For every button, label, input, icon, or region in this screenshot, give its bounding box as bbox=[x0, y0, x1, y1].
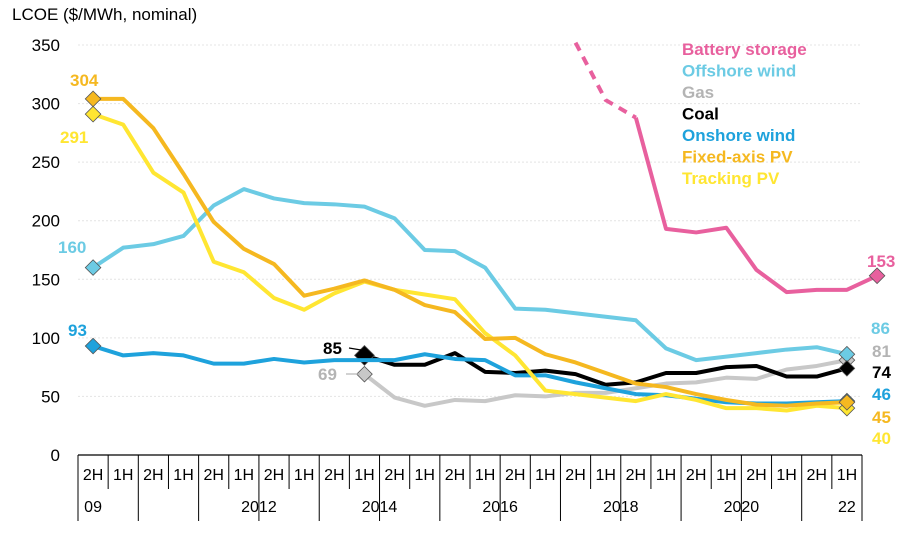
x-tick-label: 1H bbox=[294, 467, 314, 484]
y-tick-label: 300 bbox=[32, 95, 60, 114]
x-axis: 2H 1H 2H 1H 2H 1H 2H 1H 2H 1H 2H 1H 2H 1H 2H 1H 2H 1H 2H 1H… bbox=[77, 454, 863, 521]
x-tick-label: 2H bbox=[83, 467, 103, 484]
start-marker-tracking-pv bbox=[84, 105, 102, 123]
y-tick-label: 150 bbox=[32, 270, 60, 289]
y-tick-label: 0 bbox=[51, 446, 60, 465]
series-lines bbox=[84, 41, 886, 417]
y-tick-label: 100 bbox=[32, 329, 60, 348]
start-label-tracking-pv: 291 bbox=[60, 128, 88, 147]
end-marker-coal bbox=[838, 359, 856, 377]
end-label-onshore-wind: 46 bbox=[872, 385, 891, 404]
legend-entry-offshore-wind: Offshore wind bbox=[682, 62, 796, 81]
x-year-label: 09 bbox=[84, 499, 102, 516]
x-year-label: 2012 bbox=[241, 499, 277, 516]
x-tick-label: 1H bbox=[113, 467, 133, 484]
x-tick-label: 2H bbox=[686, 467, 706, 484]
legend-entry-coal: Coal bbox=[682, 105, 719, 124]
x-tick-label: 1H bbox=[716, 467, 736, 484]
y-axis-ticks: 0 50 100 150 200 250 300 350 bbox=[32, 36, 60, 465]
gridlines bbox=[78, 44, 862, 397]
y-tick-label: 50 bbox=[41, 387, 60, 406]
start-label-onshore-wind: 93 bbox=[68, 321, 87, 340]
x-tick-label: 2H bbox=[324, 467, 344, 484]
legend-entry-battery-storage: Battery storage bbox=[682, 40, 807, 59]
end-marker-battery-storage bbox=[868, 267, 886, 285]
start-marker-gas bbox=[356, 365, 373, 383]
x-tick-label: 2H bbox=[807, 467, 827, 484]
series-line-offshore-wind bbox=[91, 187, 848, 363]
start-label-fixed-axis-pv: 304 bbox=[70, 71, 99, 90]
end-label-offshore-wind: 86 bbox=[871, 319, 890, 338]
x-tick-label: 1H bbox=[475, 467, 495, 484]
end-label-gas: 81 bbox=[872, 342, 891, 361]
series-line-gas bbox=[363, 358, 848, 408]
x-tick-label: 2H bbox=[746, 467, 766, 484]
legend-entry-fixed-axis-pv: Fixed-axis PV bbox=[682, 148, 793, 167]
series-line-fixed-axis-pv bbox=[93, 96, 848, 408]
x-tick-label: 2H bbox=[626, 467, 646, 484]
start-label-offshore-wind: 160 bbox=[58, 238, 86, 257]
x-tick-label: 1H bbox=[656, 467, 676, 484]
end-marker-fixed-axis-pv bbox=[838, 393, 856, 411]
x-tick-label: 2H bbox=[264, 467, 284, 484]
x-tick-label: 1H bbox=[173, 467, 193, 484]
end-label-battery-storage: 153 bbox=[867, 252, 895, 271]
x-tick-label: 2H bbox=[384, 467, 404, 484]
x-tick-label: 2H bbox=[505, 467, 525, 484]
end-label-fixed-axis-pv: 45 bbox=[872, 408, 891, 427]
legend: Battery storage Offshore wind Gas Coal Onsho… bbox=[682, 40, 807, 188]
end-marker-offshore-wind bbox=[838, 345, 856, 363]
series-line-battery-storage-projected bbox=[573, 41, 637, 120]
value-labels: 153 160 86 69 81 85 74 93 46 304 45 291 40 bbox=[58, 71, 895, 448]
x-year-label: 2020 bbox=[724, 499, 760, 516]
series-line-tracking-pv bbox=[92, 112, 848, 413]
x-tick-label: 2H bbox=[203, 467, 223, 484]
x-tick-label: 1H bbox=[415, 467, 435, 484]
start-label-coal: 85 bbox=[323, 339, 342, 358]
x-tick-label: 2H bbox=[445, 467, 465, 484]
end-label-tracking-pv: 40 bbox=[872, 429, 891, 448]
series-line-battery-storage bbox=[633, 117, 878, 295]
start-marker-offshore-wind bbox=[84, 259, 102, 276]
legend-entry-tracking-pv: Tracking PV bbox=[682, 169, 780, 188]
x-tick-label: 1H bbox=[595, 467, 615, 484]
series-line-onshore-wind bbox=[92, 344, 848, 406]
x-tick-label: 1H bbox=[354, 467, 374, 484]
start-label-gas: 69 bbox=[318, 365, 337, 384]
y-tick-label: 250 bbox=[32, 153, 60, 172]
y-tick-label: 200 bbox=[32, 212, 60, 231]
x-tick-label: 2H bbox=[143, 467, 163, 484]
legend-entry-onshore-wind: Onshore wind bbox=[682, 126, 795, 145]
x-tick-label: 1H bbox=[234, 467, 254, 484]
x-tick-label: 1H bbox=[776, 467, 796, 484]
x-year-label: 22 bbox=[838, 499, 856, 516]
end-label-coal: 74 bbox=[872, 363, 891, 382]
y-tick-label: 350 bbox=[32, 36, 60, 55]
y-axis-label: LCOE ($/MWh, nominal) bbox=[12, 5, 197, 24]
start-marker-coal bbox=[353, 344, 375, 366]
start-marker-onshore-wind bbox=[84, 337, 102, 355]
x-year-label: 2016 bbox=[482, 499, 518, 516]
legend-entry-gas: Gas bbox=[682, 83, 714, 102]
x-year-label: 2018 bbox=[603, 499, 639, 516]
start-marker-fixed-axis-pv bbox=[84, 90, 102, 108]
x-tick-label: 1H bbox=[837, 467, 857, 484]
x-year-label: 2014 bbox=[362, 499, 398, 516]
x-tick-label: 2H bbox=[565, 467, 585, 484]
x-tick-label: 1H bbox=[535, 467, 555, 484]
coal-leader-line bbox=[348, 347, 362, 351]
